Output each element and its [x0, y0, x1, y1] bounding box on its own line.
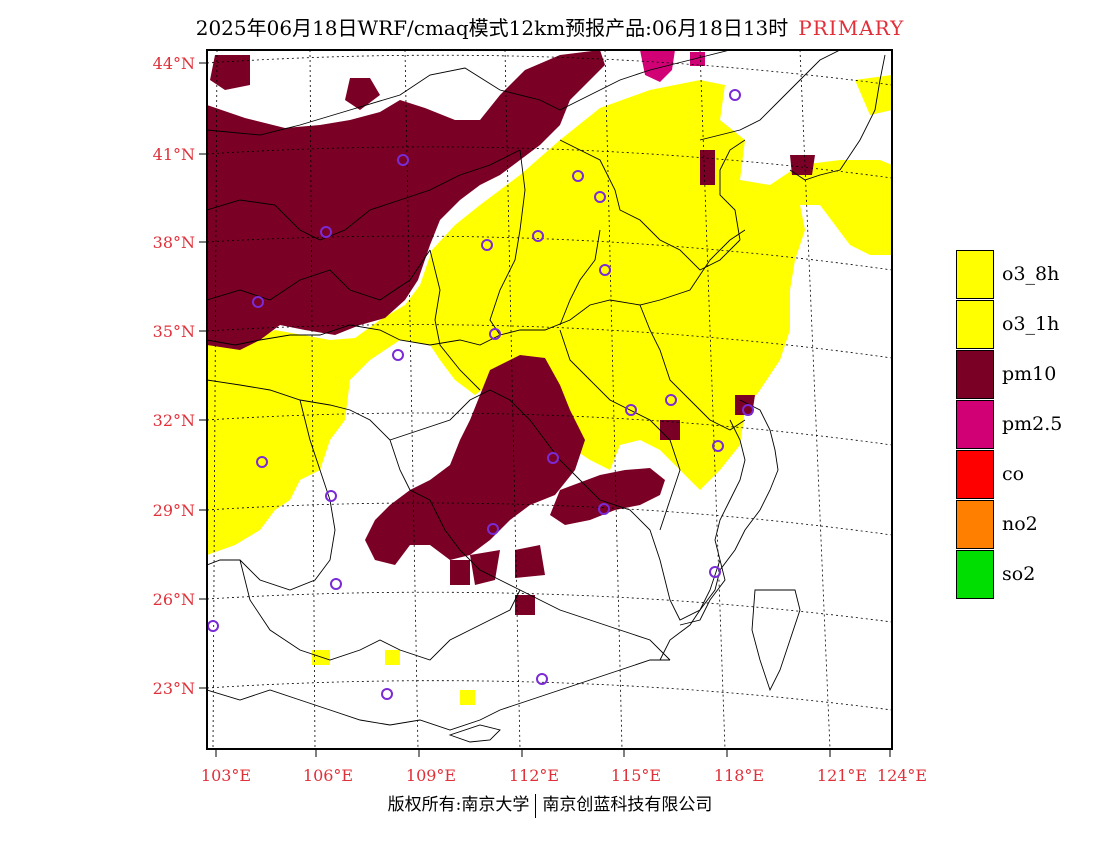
legend-swatch — [956, 399, 994, 449]
lat-label: 23°N — [153, 679, 195, 698]
legend-item-o3-1h: o3_1h — [956, 299, 1062, 349]
legend-item-o3-8h: o3_8h — [956, 249, 1062, 299]
pm25-region — [640, 50, 705, 82]
title-text: 2025年06月18日WRF/cmaq模式12km预报产品:06月18日13时 — [195, 16, 789, 40]
legend-label: pm2.5 — [1002, 413, 1063, 435]
lon-label: 109°E — [406, 766, 456, 785]
legend-swatch — [956, 549, 994, 599]
pollutant-legend: o3_8h o3_1h pm10 pm2.5 co no2 so2 — [956, 249, 1062, 599]
lon-label: 121°E — [817, 766, 867, 785]
lon-label: 115°E — [611, 766, 661, 785]
map-area — [207, 50, 892, 749]
legend-label: so2 — [1002, 563, 1036, 585]
lat-label: 41°N — [153, 145, 195, 164]
legend-label: pm10 — [1002, 363, 1057, 385]
lat-label: 29°N — [153, 501, 195, 520]
copyright-left: 版权所有:南京大学 — [387, 795, 530, 815]
lat-label: 32°N — [153, 411, 195, 430]
legend-label: o3_8h — [1002, 263, 1060, 285]
legend-label: o3_1h — [1002, 313, 1060, 335]
primary-tag: PRIMARY — [798, 16, 905, 40]
legend-item-so2: so2 — [956, 549, 1062, 599]
latitude-labels: 44°N 41°N 38°N 35°N 32°N 29°N 26°N 23°N — [153, 54, 195, 698]
lon-label: 103°E — [201, 766, 251, 785]
lon-label: 124°E — [877, 766, 927, 785]
legend-label: no2 — [1002, 513, 1038, 535]
legend-item-co: co — [956, 449, 1062, 499]
legend-swatch — [956, 499, 994, 549]
lon-label: 112°E — [509, 766, 559, 785]
lon-label: 106°E — [303, 766, 353, 785]
longitude-labels: 103°E 106°E 109°E 112°E 115°E 118°E 121°… — [201, 766, 927, 785]
lat-label: 44°N — [153, 54, 195, 73]
lat-label: 35°N — [153, 322, 195, 341]
station-markers — [207, 89, 754, 700]
lat-label: 38°N — [153, 233, 195, 252]
legend-swatch — [956, 449, 994, 499]
copyright-right: 南京创蓝科技有限公司 — [542, 795, 713, 815]
graticule — [207, 50, 892, 749]
lat-label: 26°N — [153, 590, 195, 609]
pm10-region — [207, 50, 815, 615]
axis-ticks — [199, 62, 891, 757]
legend-swatch — [956, 349, 994, 399]
map-frame — [206, 49, 893, 750]
map-title: 2025年06月18日WRF/cmaq模式12km预报产品:06月18日13时 P… — [0, 12, 1100, 41]
legend-item-no2: no2 — [956, 499, 1062, 549]
legend-swatch — [956, 249, 994, 299]
legend-label: co — [1002, 463, 1025, 485]
legend-swatch — [956, 299, 994, 349]
legend-item-pm10: pm10 — [956, 349, 1062, 399]
lon-label: 118°E — [714, 766, 764, 785]
footer-divider — [535, 793, 537, 818]
legend-item-pm25: pm2.5 — [956, 399, 1062, 449]
copyright-footer: 版权所有:南京大学 南京创蓝科技有限公司 — [0, 790, 1100, 818]
